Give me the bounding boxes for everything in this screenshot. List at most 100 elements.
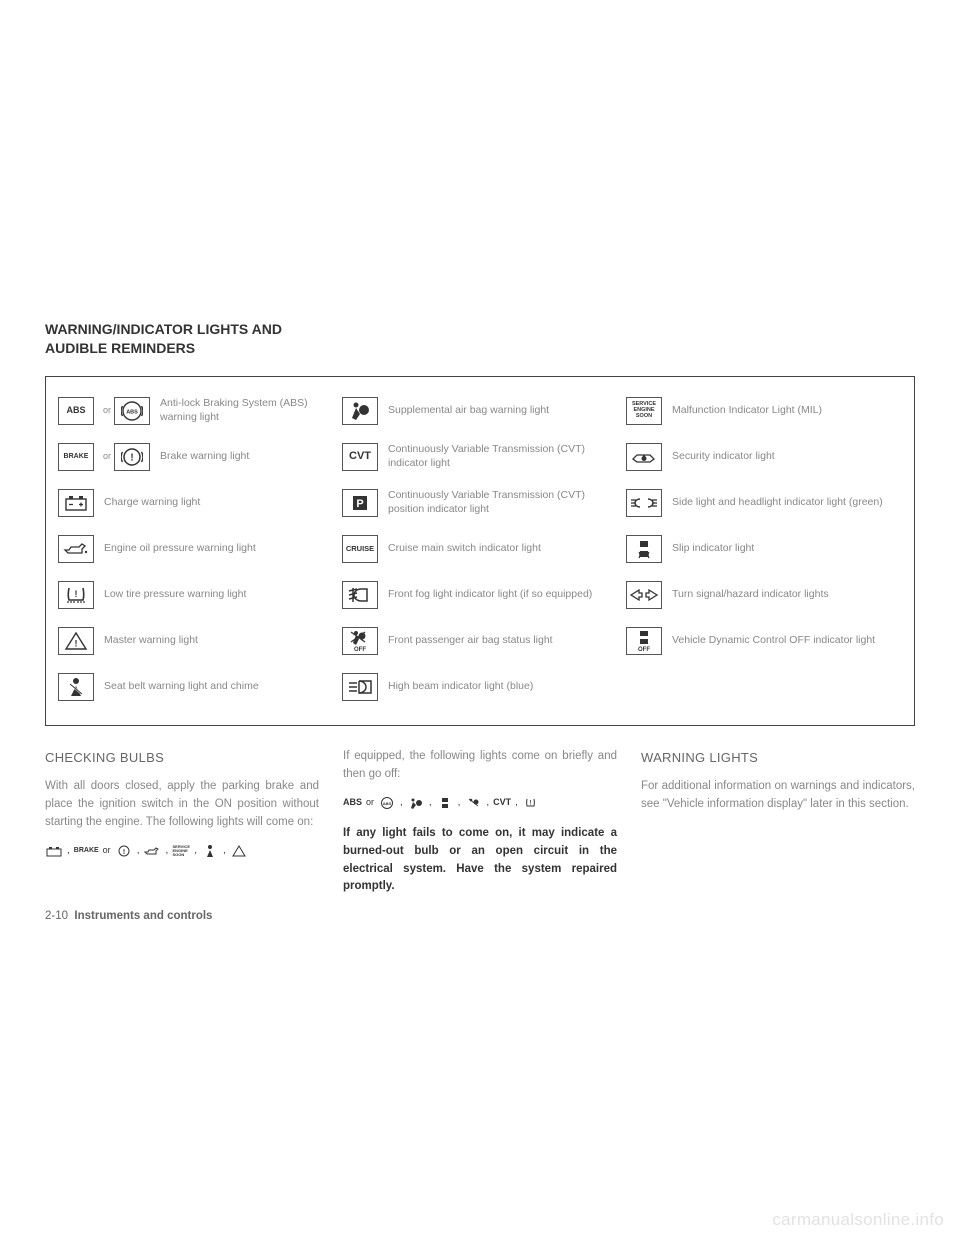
seatbelt-icon: [58, 673, 94, 701]
svg-text:!: !: [123, 849, 125, 856]
abs-text-icon: ABS: [58, 397, 94, 425]
mini-tire-icon: !: [522, 796, 540, 810]
row-seatbelt: Seat belt warning light and chime: [58, 667, 334, 707]
inline-icons-2: ABS or ABS, , , , CVT, !: [343, 795, 617, 811]
content-col-3: WARNING LIGHTS For additional informatio…: [641, 748, 915, 908]
row-oil: Engine oil pressure warning light: [58, 529, 334, 569]
row-mil: SERVICEENGINESOON Malfunction Indicator …: [626, 391, 902, 431]
cvt-icon: CVT: [342, 443, 378, 471]
abs-label: Anti-lock Braking System (ABS) warning l…: [156, 397, 334, 424]
cruise-icon: CRUISE: [342, 535, 378, 563]
highbeam-label: High beam indicator light (blue): [384, 680, 618, 694]
svg-text:!: !: [75, 638, 78, 648]
vdc-label: Vehicle Dynamic Control OFF indicator li…: [668, 634, 902, 648]
row-brake: BRAKE or ! Brake warning light: [58, 437, 334, 477]
row-cvt-pos: P Continuously Variable Transmission (CV…: [342, 483, 618, 523]
warning-lights-title: WARNING LIGHTS: [641, 748, 915, 768]
indicator-grid: ABS or ABS Anti-lock Braking System (ABS…: [45, 376, 915, 726]
page-number: 2-10: [45, 910, 68, 922]
cvt-pos-label: Continuously Variable Transmission (CVT)…: [384, 489, 618, 516]
high-beam-icon: [342, 673, 378, 701]
abs-circle-icon: ABS: [114, 397, 150, 425]
cvt-label: Continuously Variable Transmission (CVT)…: [384, 443, 618, 470]
svg-text:P: P: [356, 498, 363, 510]
svg-text:!: !: [75, 589, 78, 599]
airbag-icon: [342, 397, 378, 425]
page-footer: 2-10 Instruments and controls: [45, 910, 212, 922]
content-col-1: CHECKING BULBS With all doors closed, ap…: [45, 748, 319, 908]
mini-cvt-text: CVT: [493, 796, 511, 810]
mini-brake-text: BRAKE: [74, 844, 99, 858]
mini-battery-icon: [45, 844, 63, 858]
mini-abs-circle-icon: ABS: [378, 796, 396, 810]
row-turn: Turn signal/hazard indicator lights: [626, 575, 902, 615]
turn-signal-icon: [626, 581, 662, 609]
or-text: or: [103, 405, 111, 417]
brake-circle-icon: !: [114, 443, 150, 471]
row-vdc: OFF Vehicle Dynamic Control OFF indicato…: [626, 621, 902, 661]
watermark: carmanualsonline.info: [772, 1210, 944, 1230]
section-title: WARNING/INDICATOR LIGHTS AND AUDIBLE REM…: [45, 320, 915, 358]
mini-ses-icon: SERVICEENGINESOON: [172, 844, 190, 858]
seatbelt-label: Seat belt warning light and chime: [100, 680, 334, 694]
or-text: or: [103, 451, 111, 463]
row-master: ! Master warning light: [58, 621, 334, 661]
checking-bulbs-title: CHECKING BULBS: [45, 748, 319, 768]
row-sidelight: Side light and headlight indicator light…: [626, 483, 902, 523]
title-line-2: AUDIBLE REMINDERS: [45, 340, 195, 356]
content-col-2: If equipped, the following lights come o…: [343, 748, 617, 908]
svg-text:OFF: OFF: [354, 647, 366, 653]
svg-text:ABS: ABS: [126, 409, 138, 415]
brake-text-icon: BRAKE: [58, 443, 94, 471]
page-section: Instruments and controls: [74, 910, 212, 922]
mini-seatbelt-icon: [201, 844, 219, 858]
fog-light-icon: [342, 581, 378, 609]
row-tire: ! Low tire pressure warning light: [58, 575, 334, 615]
warn-para: If any light fails to come on, it may in…: [343, 825, 617, 896]
equipped-para: If equipped, the following lights come o…: [343, 748, 617, 784]
row-cvt: CVT Continuously Variable Transmission (…: [342, 437, 618, 477]
inline-icons-1: , BRAKE or !, , SERVICEENGINESOON, ,: [45, 843, 319, 859]
or-text: or: [366, 796, 374, 810]
mini-oil-icon: [143, 844, 161, 858]
fog-label: Front fog light indicator light (if so e…: [384, 588, 618, 602]
row-airbag: Supplemental air bag warning light: [342, 391, 618, 431]
master-warning-icon: !: [58, 627, 94, 655]
mini-slip-icon: [436, 796, 454, 810]
svg-text:OFF: OFF: [638, 647, 650, 653]
mini-pass-airbag-icon: [464, 796, 482, 810]
master-label: Master warning light: [100, 634, 334, 648]
row-slip: Slip indicator light: [626, 529, 902, 569]
turn-label: Turn signal/hazard indicator lights: [668, 588, 902, 602]
oil-icon: [58, 535, 94, 563]
mini-abs-text: ABS: [343, 796, 362, 810]
svg-text:!: !: [130, 452, 133, 463]
airbag-label: Supplemental air bag warning light: [384, 404, 618, 418]
cvt-position-icon: P: [342, 489, 378, 517]
vdc-off-icon: OFF: [626, 627, 662, 655]
sidelight-label: Side light and headlight indicator light…: [668, 496, 902, 510]
tire-icon: !: [58, 581, 94, 609]
oil-label: Engine oil pressure warning light: [100, 542, 334, 556]
passenger-airbag-icon: OFF: [342, 627, 378, 655]
sidelight-icon: [626, 489, 662, 517]
indicator-col-2: Supplemental air bag warning light CVT C…: [342, 391, 618, 713]
row-fog: Front fog light indicator light (if so e…: [342, 575, 618, 615]
brake-label: Brake warning light: [156, 450, 334, 464]
mil-label: Malfunction Indicator Light (MIL): [668, 404, 902, 418]
security-icon: [626, 443, 662, 471]
slip-icon: [626, 535, 662, 563]
content-columns: CHECKING BULBS With all doors closed, ap…: [45, 748, 915, 908]
charge-label: Charge warning light: [100, 496, 334, 510]
indicator-col-1: ABS or ABS Anti-lock Braking System (ABS…: [58, 391, 334, 713]
svg-text:!: !: [530, 801, 532, 807]
row-highbeam: High beam indicator light (blue): [342, 667, 618, 707]
cruise-label: Cruise main switch indicator light: [384, 542, 618, 556]
tire-label: Low tire pressure warning light: [100, 588, 334, 602]
mini-triangle-icon: [230, 844, 248, 858]
row-security: Security indicator light: [626, 437, 902, 477]
row-charge: Charge warning light: [58, 483, 334, 523]
mil-icon: SERVICEENGINESOON: [626, 397, 662, 425]
title-line-1: WARNING/INDICATOR LIGHTS AND: [45, 321, 282, 337]
row-cruise: CRUISE Cruise main switch indicator ligh…: [342, 529, 618, 569]
